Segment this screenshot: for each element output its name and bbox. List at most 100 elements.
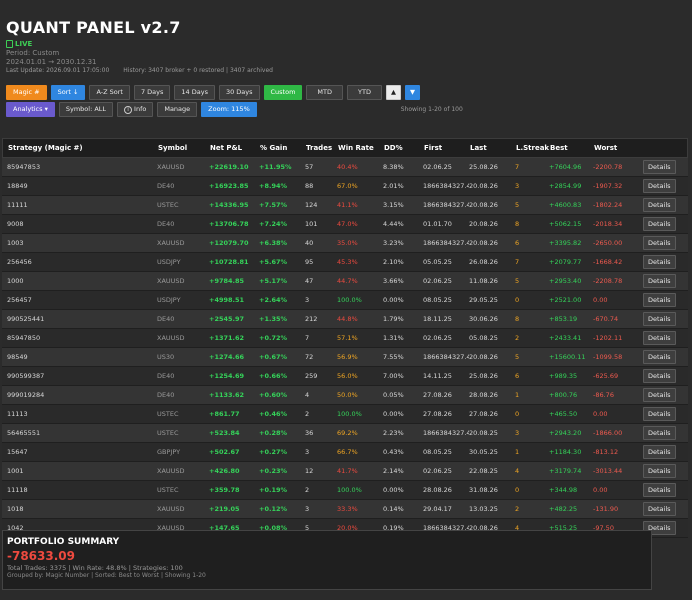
details-button[interactable]: Details (643, 293, 676, 307)
table-row[interactable]: 15647 GBPJPY +502.67 +0.27% 3 66.7% 0.43% 08.05… (2, 443, 688, 462)
details-button[interactable]: Details (643, 407, 676, 421)
mtd-button[interactable]: MTD (306, 85, 344, 100)
worst-cell: -97.50 (593, 524, 614, 532)
details-button[interactable]: Details (643, 198, 676, 212)
table-row[interactable]: 1000 XAUUSD +9784.85 +5.17% 47 44.7% 3.66% 02.0… (2, 272, 688, 291)
table-row[interactable]: 256456 USDJPY +10728.81 +5.67% 95 45.3% 2.10% 0… (2, 253, 688, 272)
col-best[interactable]: Best (550, 144, 568, 152)
table-row[interactable]: 999019284 DE40 +1133.62 +0.60% 4 50.0% 0.05% 27… (2, 386, 688, 405)
details-button[interactable]: Details (643, 331, 676, 345)
ytd-button[interactable]: YTD (347, 85, 382, 100)
magic-button[interactable]: Magic # (6, 85, 47, 100)
scroll-down-button[interactable]: ▼ (404, 85, 420, 100)
details-button[interactable]: Details (643, 426, 676, 440)
win-rate-cell: 33.3% (337, 505, 358, 513)
last-cell: 20.08.26 (469, 201, 498, 209)
14-days-button[interactable]: 14 Days (174, 85, 215, 100)
loss-streak-cell: 5 (515, 277, 520, 285)
7-days-button[interactable]: 7 Days (133, 85, 171, 100)
col-strategy[interactable]: Strategy (Magic #) (8, 144, 83, 152)
strategy-cell: 11111 (7, 201, 28, 209)
table-row[interactable]: 56465551 USTEC +523.84 +0.28% 36 69.2% 2.23% 18… (2, 424, 688, 443)
details-button[interactable]: Details (643, 312, 676, 326)
last-cell: 20.08.26 (469, 220, 498, 228)
symbol-cell: DE40 (157, 391, 175, 399)
table-row[interactable]: 1001 XAUUSD +426.80 +0.23% 12 41.7% 2.14% 02.06… (2, 462, 688, 481)
net-pnl-cell: +10728.81 (209, 258, 249, 266)
table-row[interactable]: 1003 XAUUSD +12079.70 +6.38% 40 35.0% 3.23% 186… (2, 234, 688, 253)
col-last[interactable]: Last (470, 144, 487, 152)
table-row[interactable]: 990599387 DE40 +1254.69 +0.66% 259 56.0% 7.00%… (2, 367, 688, 386)
loss-streak-cell: 1 (515, 391, 520, 399)
dd-cell: 7.00% (383, 372, 404, 380)
details-button[interactable]: Details (643, 236, 676, 250)
details-button[interactable]: Details (643, 502, 676, 516)
dd-cell: 3.66% (383, 277, 404, 285)
details-button[interactable]: Details (643, 217, 676, 231)
first-cell: 02.06.25 (423, 163, 452, 171)
table-row[interactable]: 11111 USTEC +14336.95 +7.57% 124 41.1% 3.15% 18… (2, 196, 688, 215)
update-row: Last Update: 2026.09.01 17:05:00 History… (6, 67, 686, 74)
details-button[interactable]: Details (643, 350, 676, 364)
table-row[interactable]: 11113 USTEC +861.77 +0.46% 2 100.0% 0.00% 27.08… (2, 405, 688, 424)
loss-streak-cell: 0 (515, 486, 520, 494)
table-row[interactable]: 98549 US30 +1274.66 +0.67% 72 56.9% 7.55% 18663… (2, 348, 688, 367)
loss-streak-cell: 5 (515, 353, 520, 361)
custom-button[interactable]: Custom (263, 85, 303, 100)
table-row[interactable]: 18849 DE40 +16923.85 +8.94% 88 67.0% 2.01% 1866… (2, 177, 688, 196)
details-button[interactable]: Details (643, 179, 676, 193)
info-icon: i (124, 106, 133, 114)
az-sort-button[interactable]: A-Z Sort (89, 85, 130, 100)
details-button[interactable]: Details (643, 483, 676, 497)
symbol-filter-button[interactable]: Symbol: ALL (58, 102, 114, 117)
scroll-up-button[interactable]: ▲ (385, 85, 401, 100)
trades-cell: 72 (305, 353, 314, 361)
loss-streak-cell: 2 (515, 505, 520, 513)
symbol-cell: DE40 (157, 372, 175, 380)
live-status-icon (6, 40, 13, 48)
details-button[interactable]: Details (643, 160, 676, 174)
loss-streak-cell: 2 (515, 334, 520, 342)
sort-button[interactable]: Sort ↓ (50, 85, 86, 100)
col-loss-streak[interactable]: L.Streak (516, 144, 550, 152)
live-indicator: LIVE (6, 40, 686, 48)
col-first[interactable]: First (424, 144, 443, 152)
first-cell: 05.05.25 (423, 258, 452, 266)
details-button[interactable]: Details (643, 369, 676, 383)
details-button[interactable]: Details (643, 445, 676, 459)
analytics-button[interactable]: Analytics ▾ (6, 102, 55, 117)
gain-cell: +11.95% (259, 163, 292, 171)
30-days-button[interactable]: 30 Days (218, 85, 260, 100)
col-net-pnl[interactable]: Net P&L (210, 144, 243, 152)
table-row[interactable]: 85947850 XAUUSD +1371.62 +0.72% 7 57.1% 1.31% 0… (2, 329, 688, 348)
details-button[interactable]: Details (643, 255, 676, 269)
trades-cell: 7 (305, 334, 310, 342)
strategy-cell: 98549 (7, 353, 28, 361)
trades-cell: 212 (305, 315, 318, 323)
col-symbol[interactable]: Symbol (158, 144, 188, 152)
portfolio-summary: PORTFOLIO SUMMARY -78633.09 Total Trades… (2, 530, 652, 590)
dd-cell: 8.38% (383, 163, 404, 171)
info-button[interactable]: i Info (117, 102, 154, 117)
table-row[interactable]: 85947853 XAUUSD +22619.10 +11.95% 57 40.4% 8.3… (2, 158, 688, 177)
details-button[interactable]: Details (643, 388, 676, 402)
details-button[interactable]: Details (643, 464, 676, 478)
zoom-button[interactable]: Zoom: 115% (201, 102, 257, 117)
table-row[interactable]: 990525441 DE40 +2545.97 +1.35% 212 44.8% 1.79%… (2, 310, 688, 329)
col-worst[interactable]: Worst (594, 144, 618, 152)
table-row[interactable]: 9008 DE40 +13706.78 +7.24% 101 47.0% 4.44% 01.0… (2, 215, 688, 234)
first-cell: 02.06.25 (423, 467, 452, 475)
table-row[interactable]: 11118 USTEC +359.78 +0.19% 2 100.0% 0.00% 28.08… (2, 481, 688, 500)
col-win-rate[interactable]: Win Rate (338, 144, 374, 152)
table-row[interactable]: 256457 USDJPY +4998.51 +2.64% 3 100.0% 0.00% 08… (2, 291, 688, 310)
table-row[interactable]: 1018 XAUUSD +219.05 +0.12% 3 33.3% 0.14% 29.04.… (2, 500, 688, 519)
manage-button[interactable]: Manage (157, 102, 198, 117)
gain-cell: +8.94% (259, 182, 287, 190)
first-cell: 14.11.25 (423, 372, 452, 380)
col-trades[interactable]: Trades (306, 144, 333, 152)
details-button[interactable]: Details (643, 274, 676, 288)
symbol-cell: USTEC (157, 429, 179, 437)
col-dd[interactable]: DD% (384, 144, 403, 152)
col-gain[interactable]: % Gain (260, 144, 288, 152)
net-pnl-cell: +4998.51 (209, 296, 245, 304)
